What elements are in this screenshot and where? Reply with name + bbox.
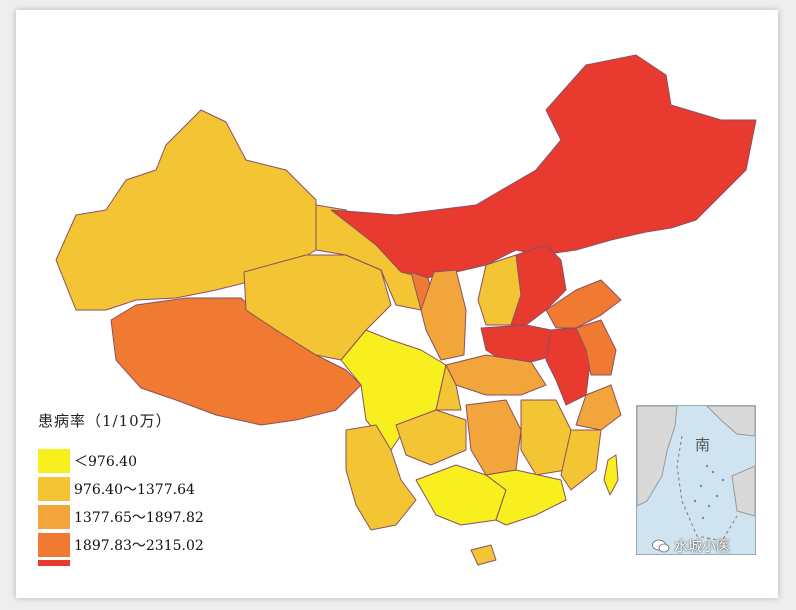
legend: 患病率（1/10万） ＜976.40 976.40～1377.64 1377.6… (38, 410, 204, 567)
region-hunan (465, 399, 522, 476)
legend-item: 1897.83～2315.02 (38, 531, 204, 559)
inset-label: 南 (695, 436, 711, 454)
region-yunnan (345, 424, 417, 531)
watermark-text: 水城小医 (674, 539, 730, 555)
legend-swatch (38, 477, 70, 501)
legend-label: ＜976.40 (74, 454, 137, 470)
region-jiangsu (575, 319, 617, 376)
legend-swatch (38, 505, 70, 529)
china-map (55, 54, 757, 566)
wechat-icon (652, 539, 670, 553)
legend-label: 976.40～1377.64 (74, 482, 195, 498)
legend-swatch (38, 533, 70, 557)
legend-item: ＜976.40 (38, 447, 204, 475)
legend-item: 1377.65～1897.82 (38, 503, 204, 531)
legend-item: 976.40～1377.64 (38, 475, 204, 503)
region-guizhou (395, 409, 467, 466)
legend-label: 1897.83～2315.02 (74, 538, 204, 554)
region-shaanxi (420, 269, 467, 361)
watermark: 水城小医 (652, 536, 730, 556)
map-frame: 患病率（1/10万） ＜976.40 976.40～1377.64 1377.6… (16, 10, 778, 598)
region-shandong (545, 279, 622, 329)
region-taiwan (603, 454, 619, 496)
region-fujian (560, 429, 602, 491)
region-tibet (110, 297, 362, 426)
legend-swatch (38, 449, 70, 473)
region-hainan (470, 544, 497, 566)
legend-label: 1377.65～1897.82 (74, 510, 204, 526)
south-china-sea-inset: 南 (636, 405, 756, 555)
region-guangdong (485, 469, 567, 526)
legend-swatch (38, 560, 70, 566)
legend-title: 患病率（1/10万） (38, 412, 172, 430)
region-zhejiang (575, 384, 622, 431)
region-xinjiang (55, 109, 317, 311)
region-hubei (445, 354, 547, 396)
region-henan (480, 324, 557, 363)
legend-item (38, 559, 204, 567)
region-inner-mongolia (330, 54, 757, 279)
inset-map (637, 406, 755, 542)
region-chongqing (435, 364, 462, 411)
